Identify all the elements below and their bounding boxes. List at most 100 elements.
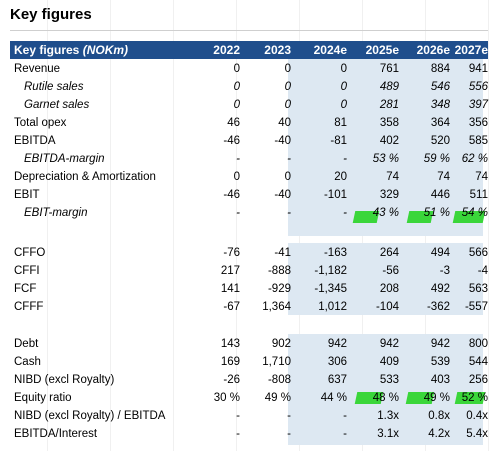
header-year: 2022 bbox=[213, 43, 240, 57]
row-value: 533 bbox=[379, 374, 399, 386]
row-value: 585 bbox=[468, 135, 488, 147]
header-unit: (NOKm) bbox=[82, 43, 129, 57]
row-value: 563 bbox=[468, 283, 488, 295]
row-label: CFFF bbox=[14, 301, 44, 313]
row-value: - bbox=[236, 207, 240, 219]
page-title: Key figures bbox=[10, 6, 92, 23]
table-row: EBIT -46 -40 -101 329 446 511 bbox=[10, 186, 488, 204]
row-value: 566 bbox=[468, 247, 488, 259]
row-value: 0 bbox=[340, 99, 347, 111]
table-row: Rutile sales 0 0 0 489 546 556 bbox=[10, 78, 488, 96]
row-value: 546 bbox=[430, 81, 450, 93]
row-label: EBITDA/Interest bbox=[14, 428, 98, 440]
row-value: 59 % bbox=[423, 153, 450, 165]
row-value: 281 bbox=[379, 99, 399, 111]
row-value: -4 bbox=[477, 265, 488, 277]
row-value: -40 bbox=[274, 189, 291, 201]
row-value: 1,364 bbox=[262, 301, 291, 313]
table-row: Equity ratio 30 % 49 % 44 % 48 % 49 % 52… bbox=[10, 389, 488, 407]
row-value: 40 bbox=[278, 117, 291, 129]
row-value: 62 % bbox=[461, 153, 488, 165]
row-label: CFFI bbox=[14, 265, 40, 277]
row-value: 1,710 bbox=[262, 356, 291, 368]
table-row: Total opex 46 40 81 358 364 356 bbox=[10, 114, 488, 132]
row-value: 0 bbox=[284, 81, 291, 93]
row-value: 0 bbox=[340, 81, 347, 93]
row-value: 494 bbox=[430, 247, 450, 259]
row-value: 0 bbox=[340, 63, 347, 75]
forecast-shade-balance bbox=[288, 334, 483, 445]
row-value: 169 bbox=[220, 356, 240, 368]
row-label: Equity ratio bbox=[14, 392, 72, 404]
row-value: 0.8x bbox=[428, 410, 450, 422]
row-value: 1.3x bbox=[377, 410, 399, 422]
row-value: 329 bbox=[379, 189, 399, 201]
row-value: 637 bbox=[327, 374, 347, 386]
forecast-shade-pnl bbox=[288, 59, 483, 236]
row-value: -56 bbox=[382, 265, 399, 277]
row-value: 348 bbox=[430, 99, 450, 111]
row-value: -81 bbox=[330, 135, 347, 147]
table-row: NIBD (excl Royalty) / EBITDA - - - 1.3x … bbox=[10, 407, 488, 425]
table-row: EBITDA/Interest - - - 3.1x 4.2x 5.4x bbox=[10, 425, 488, 443]
row-value: 53 % bbox=[372, 153, 399, 165]
row-value: 492 bbox=[430, 283, 450, 295]
row-value: -26 bbox=[223, 374, 240, 386]
row-value: -46 bbox=[223, 135, 240, 147]
row-value: 0 bbox=[284, 171, 291, 183]
table-row: EBIT-margin - - - 43 % 51 % 54 % bbox=[10, 204, 488, 222]
table-row: Depreciation & Amortization 0 0 20 74 74… bbox=[10, 168, 488, 186]
row-value: 0 bbox=[233, 63, 240, 75]
row-value: -46 bbox=[223, 189, 240, 201]
row-value: 43 % bbox=[372, 207, 399, 219]
row-value: 942 bbox=[327, 338, 347, 350]
row-value: - bbox=[287, 207, 291, 219]
row-value: 0.4x bbox=[466, 410, 488, 422]
row-value: 49 % bbox=[264, 392, 291, 404]
header-label: Key figures (NOKm) bbox=[14, 41, 204, 59]
row-value: 81 bbox=[334, 117, 347, 129]
row-value: 0 bbox=[284, 99, 291, 111]
row-value: 544 bbox=[468, 356, 488, 368]
row-label: EBIT-margin bbox=[24, 207, 88, 219]
row-label: NIBD (excl Royalty) bbox=[14, 374, 115, 386]
row-value: 54 % bbox=[461, 207, 488, 219]
table-row: EBITDA-margin - - - 53 % 59 % 62 % bbox=[10, 150, 488, 168]
row-value: 902 bbox=[271, 338, 291, 350]
row-value: 5.4x bbox=[466, 428, 488, 440]
table-row: CFFI 217 -888 -1,182 -56 -3 -4 bbox=[10, 262, 488, 280]
row-value: 358 bbox=[379, 117, 399, 129]
forecast-shade-cashflow bbox=[288, 243, 483, 315]
table-row: CFFO -76 -41 -163 264 494 566 bbox=[10, 244, 488, 262]
row-value: 74 bbox=[475, 171, 488, 183]
row-value: -888 bbox=[267, 265, 291, 277]
row-value: - bbox=[287, 428, 291, 440]
row-value: -101 bbox=[323, 189, 347, 201]
row-label: EBIT bbox=[14, 189, 40, 201]
row-value: 3.1x bbox=[377, 428, 399, 440]
row-value: 941 bbox=[468, 63, 488, 75]
row-label: CFFO bbox=[14, 247, 46, 259]
row-value: 52 % bbox=[461, 392, 488, 404]
row-value: 208 bbox=[379, 283, 399, 295]
row-value: 884 bbox=[430, 63, 450, 75]
row-value: -362 bbox=[426, 301, 450, 313]
row-value: 0 bbox=[233, 171, 240, 183]
header-year: 2024e bbox=[313, 43, 347, 57]
header-year: 2023 bbox=[264, 43, 291, 57]
row-value: 446 bbox=[430, 189, 450, 201]
row-value: -557 bbox=[464, 301, 488, 313]
row-value: -40 bbox=[274, 135, 291, 147]
header-year: 2027e bbox=[454, 43, 488, 57]
row-value: 141 bbox=[220, 283, 240, 295]
row-label: EBITDA bbox=[14, 135, 56, 147]
row-value: -163 bbox=[323, 247, 347, 259]
row-label: EBITDA-margin bbox=[24, 153, 105, 165]
row-value: 51 % bbox=[423, 207, 450, 219]
row-value: - bbox=[343, 153, 347, 165]
row-value: 1,012 bbox=[318, 301, 347, 313]
row-value: 402 bbox=[379, 135, 399, 147]
row-value: 520 bbox=[430, 135, 450, 147]
row-label: Revenue bbox=[14, 63, 61, 75]
row-value: 556 bbox=[468, 81, 488, 93]
